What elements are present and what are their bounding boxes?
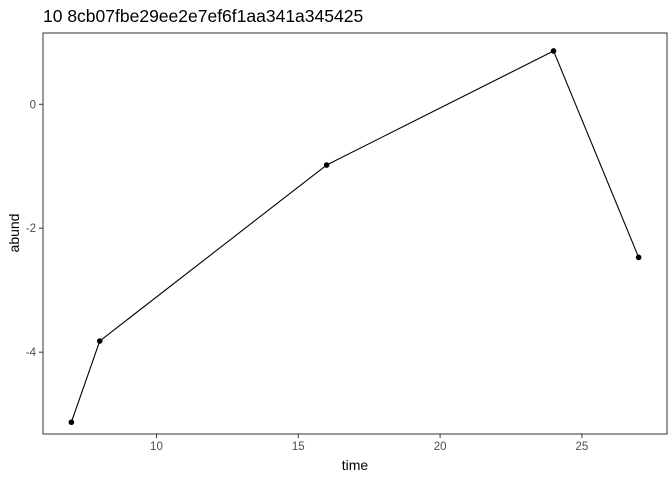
data-point — [323, 162, 330, 168]
data-point — [635, 254, 642, 261]
data-point — [96, 338, 103, 344]
x-tick-label: 15 — [292, 441, 305, 453]
series-group — [68, 48, 642, 426]
x-axis-ticks: 10 15 20 25 — [150, 434, 588, 453]
y-tick-label: 0 — [30, 99, 36, 111]
y-axis-title: abund — [6, 214, 22, 253]
x-axis-title: time — [342, 457, 369, 473]
x-tick-label: 10 — [150, 441, 163, 453]
x-tick-label: 25 — [576, 441, 589, 453]
y-tick-label: -2 — [26, 223, 36, 235]
y-tick-label: -4 — [26, 347, 37, 359]
x-tick-label: 20 — [434, 441, 447, 453]
chart-title: 10 8cb07fbe29ee2e7ef6f1aa341a345425 — [43, 6, 363, 26]
y-axis-ticks: 0 -2 -4 — [26, 99, 43, 359]
data-point — [68, 419, 75, 426]
series-line — [70, 50, 640, 423]
data-point — [550, 48, 557, 54]
plot-frame — [42, 32, 668, 435]
plot-panel: 10 15 20 25 0 -2 -4 — [26, 32, 668, 453]
